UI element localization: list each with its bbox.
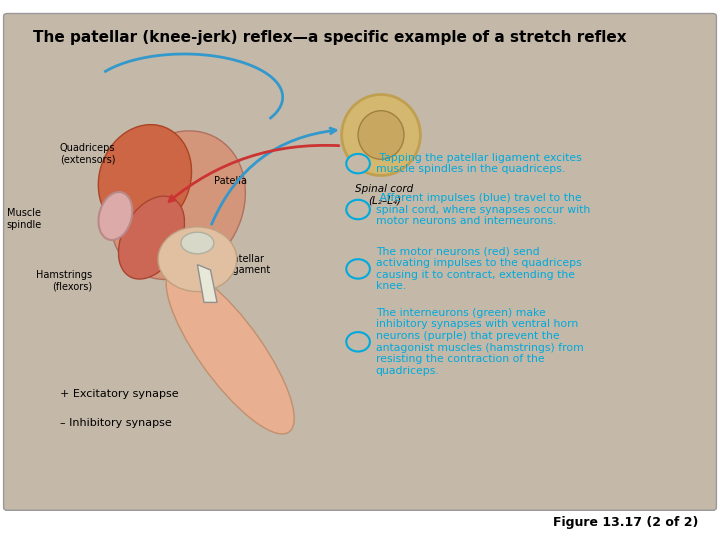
Ellipse shape <box>166 268 294 434</box>
Text: + Excitatory synapse: + Excitatory synapse <box>60 389 179 399</box>
Text: 3a: 3a <box>352 265 364 273</box>
Text: Hamstrings
(flexors): Hamstrings (flexors) <box>36 270 92 292</box>
Text: Patellar
ligament: Patellar ligament <box>227 254 270 275</box>
Ellipse shape <box>358 111 404 159</box>
Text: Patella: Patella <box>214 176 247 186</box>
Polygon shape <box>197 265 217 302</box>
Ellipse shape <box>99 192 132 240</box>
Circle shape <box>346 259 370 279</box>
Text: 3b: 3b <box>352 338 364 346</box>
Text: 2: 2 <box>355 205 361 214</box>
Ellipse shape <box>110 131 246 280</box>
Text: The motor neurons (red) send
activating impulses to the quadriceps
causing it to: The motor neurons (red) send activating … <box>376 247 582 291</box>
Text: Figure 13.17 (2 of 2): Figure 13.17 (2 of 2) <box>553 516 698 529</box>
Text: Afferent impulses (blue) travel to the
spinal cord, where synapses occur with
mo: Afferent impulses (blue) travel to the s… <box>376 193 590 226</box>
Text: 1: 1 <box>355 159 361 168</box>
Text: Spinal cord
(L₂–L₄): Spinal cord (L₂–L₄) <box>355 184 413 205</box>
Text: The interneurons (green) make
inhibitory synapses with ventral horn
neurons (pur: The interneurons (green) make inhibitory… <box>376 308 583 376</box>
Text: Muscle
spindle: Muscle spindle <box>6 208 41 230</box>
Circle shape <box>346 200 370 219</box>
Text: The patellar (knee-jerk) reflex—a specific example of a stretch reflex: The patellar (knee-jerk) reflex—a specif… <box>33 30 627 45</box>
Ellipse shape <box>99 125 192 232</box>
Ellipse shape <box>342 94 420 176</box>
Ellipse shape <box>119 196 184 279</box>
Text: – Inhibitory synapse: – Inhibitory synapse <box>60 418 171 429</box>
Circle shape <box>346 154 370 173</box>
Ellipse shape <box>181 232 214 254</box>
Text: Quadriceps
(extensors): Quadriceps (extensors) <box>60 143 115 165</box>
Text: Tapping the patellar ligament excites
muscle spindles in the quadriceps.: Tapping the patellar ligament excites mu… <box>376 153 582 174</box>
Circle shape <box>346 332 370 352</box>
Circle shape <box>158 227 237 292</box>
